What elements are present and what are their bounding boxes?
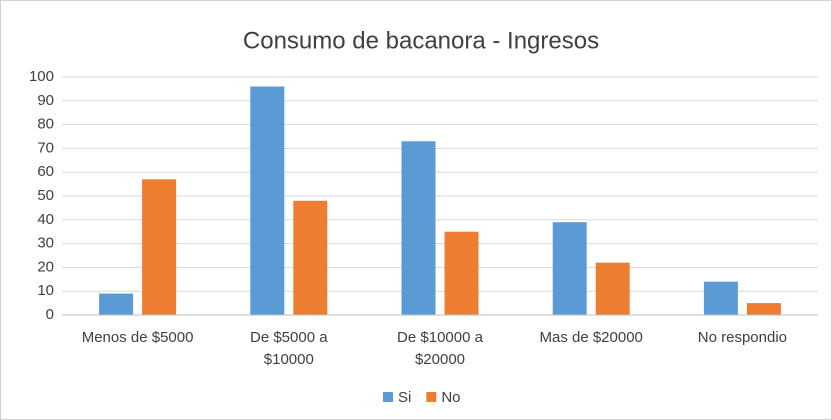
x-tick-label: De $10000 a $20000 [397,329,484,368]
bar [746,303,781,315]
y-tick-label: 30 [37,235,54,252]
y-tick-label: 60 [37,163,54,180]
bar [444,231,479,315]
y-tick-label: 50 [37,187,54,204]
chart-title: Consumo de bacanora - Ingresos [243,27,599,54]
legend-label: Si [398,389,411,406]
bar [99,293,134,315]
bar [552,222,587,315]
bar [142,179,177,315]
y-tick-label: 70 [37,139,54,156]
y-tick-label: 10 [37,282,54,299]
y-tick-label: 80 [37,116,54,133]
legend-swatch [383,392,393,402]
y-tick-label: 100 [29,68,54,85]
x-tick-label: Menos de $5000 [82,329,194,346]
x-tick-label: No respondio [698,329,787,346]
x-tick-label: De $5000 a $10000 [250,329,328,368]
bar [401,141,436,315]
x-tick-label: Mas de $20000 [539,329,642,346]
y-tick-label: 20 [37,258,54,275]
y-tick-label: 40 [37,211,54,228]
legend-swatch [426,392,437,402]
bar [293,200,328,315]
legend-label: No [441,389,460,406]
bar [703,281,738,315]
y-tick-label: 0 [46,306,54,323]
bar [595,262,630,315]
bar [250,86,285,316]
y-tick-label: 90 [37,92,54,109]
